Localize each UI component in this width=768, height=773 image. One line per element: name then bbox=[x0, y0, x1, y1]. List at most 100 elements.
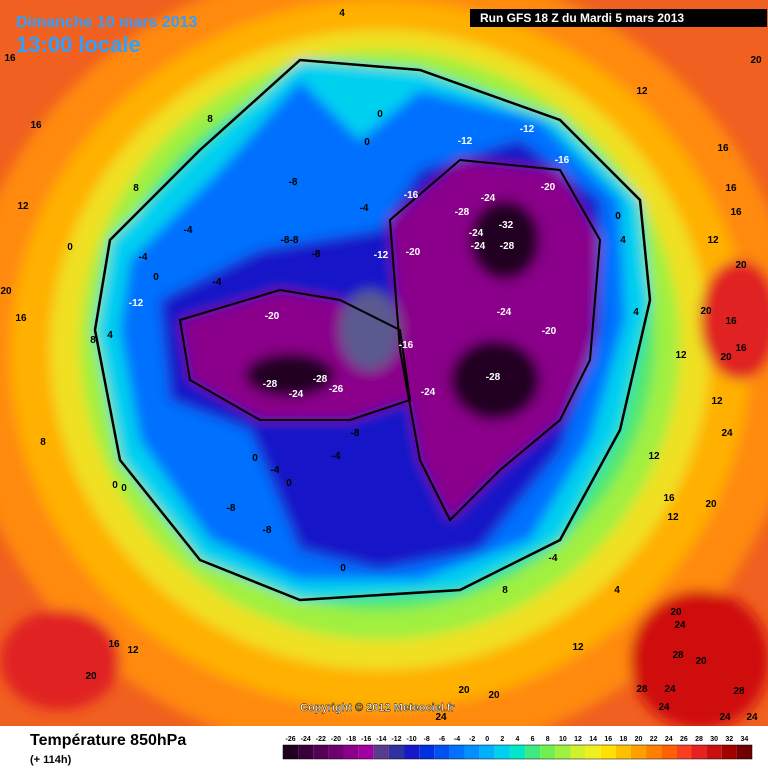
contour-label: 0 bbox=[615, 211, 621, 222]
scale-tick-label: 30 bbox=[710, 736, 718, 743]
contour-label: 0 bbox=[153, 272, 159, 283]
scale-tick-label: 12 bbox=[574, 736, 582, 743]
contour-label: 12 bbox=[636, 86, 648, 97]
contour-label: -8 bbox=[263, 525, 272, 536]
scale-tick-label: 28 bbox=[695, 736, 703, 743]
contour-label: -24 bbox=[421, 387, 436, 398]
scale-tick-label: 16 bbox=[604, 736, 612, 743]
scale-tick-label: 26 bbox=[680, 736, 688, 743]
contour-label: -24 bbox=[289, 389, 304, 400]
contour-label: 12 bbox=[572, 642, 584, 653]
scale-swatch bbox=[600, 745, 616, 759]
contour-label: 4 bbox=[620, 235, 626, 246]
scale-tick-label: 18 bbox=[620, 736, 628, 743]
contour-label: 12 bbox=[648, 451, 660, 462]
map-time: 13:00 locale bbox=[16, 32, 141, 57]
contour-label: -12 bbox=[129, 298, 144, 309]
scale-swatch bbox=[479, 745, 495, 759]
contour-label: -24 bbox=[497, 307, 512, 318]
scale-tick-label: -24 bbox=[301, 736, 311, 743]
contour-label: -26 bbox=[329, 384, 344, 395]
contour-label: -12 bbox=[374, 250, 389, 261]
scale-tick-label: -14 bbox=[376, 736, 386, 743]
scale-tick-label: 10 bbox=[559, 736, 567, 743]
scale-swatch bbox=[646, 745, 662, 759]
scale-swatch bbox=[388, 745, 405, 759]
contour-label: -28 bbox=[263, 379, 278, 390]
contour-label: 0 bbox=[364, 137, 370, 148]
contour-label: -20 bbox=[406, 247, 421, 258]
contour-label: 24 bbox=[746, 712, 758, 723]
scale-swatch bbox=[298, 745, 314, 759]
contour-label: 8 bbox=[207, 114, 213, 125]
scale-swatch bbox=[525, 745, 541, 759]
contour-label: 16 bbox=[725, 183, 737, 194]
contour-label: -4 bbox=[184, 225, 193, 236]
contour-label: 0 bbox=[377, 109, 383, 120]
contour-label: -4 bbox=[271, 465, 280, 476]
contour-label: -24 bbox=[481, 193, 496, 204]
scale-tick-label: 14 bbox=[589, 736, 597, 743]
contour-label: 20 bbox=[705, 499, 717, 510]
contour-label: -4 bbox=[360, 203, 369, 214]
contour-label: 4 bbox=[633, 307, 639, 318]
scale-tick-label: 34 bbox=[741, 736, 749, 743]
contour-label: -4 bbox=[139, 252, 148, 263]
scale-swatch bbox=[328, 745, 344, 759]
contour-label: -8 bbox=[227, 503, 236, 514]
scale-tick-label: -16 bbox=[361, 736, 371, 743]
color-scale: -26 -24 -22 -20 -18 -16 -14 -12 -10 -8 -6 -4 -2 0 2 4 6 8… bbox=[282, 736, 753, 760]
contour-label: 20 bbox=[695, 656, 707, 667]
scale-tick-label: -18 bbox=[346, 736, 356, 743]
contour-label: 20 bbox=[458, 685, 470, 696]
contour-label: 24 bbox=[435, 712, 447, 723]
contour-label: 16 bbox=[30, 120, 42, 131]
scale-swatch bbox=[540, 745, 556, 759]
contour-label: -24 bbox=[471, 241, 486, 252]
contour-label: 12 bbox=[17, 201, 29, 212]
contour-label: 16 bbox=[725, 316, 737, 327]
contour-label: 24 bbox=[721, 428, 733, 439]
contour-label: -20 bbox=[542, 326, 557, 337]
contour-label: -4 bbox=[549, 553, 558, 564]
contour-label: 0 bbox=[286, 478, 292, 489]
scale-swatch bbox=[570, 745, 586, 759]
scale-tick-label: 20 bbox=[635, 736, 643, 743]
contour-label: 12 bbox=[667, 512, 679, 523]
contour-label: 20 bbox=[0, 286, 12, 297]
contour-label: 12 bbox=[127, 645, 139, 656]
scale-swatch bbox=[404, 745, 420, 759]
contour-label: 0 bbox=[121, 483, 127, 494]
contour-label: 8 bbox=[502, 585, 508, 596]
scale-tick-label: -12 bbox=[391, 736, 401, 743]
contour-label: 20 bbox=[670, 607, 682, 618]
contour-label: 16 bbox=[730, 207, 742, 218]
scale-swatch bbox=[434, 745, 450, 759]
scale-swatch bbox=[373, 745, 389, 759]
scale-tick-label: 0 bbox=[485, 736, 489, 743]
copyright: Copyright © 2012 Meteociel.fr bbox=[300, 702, 456, 714]
contour-label: 4 bbox=[339, 8, 345, 19]
scale-tick-label: 2 bbox=[500, 736, 504, 743]
contour-label: -8 bbox=[281, 235, 290, 246]
legend-title: Température 850hPa bbox=[30, 732, 186, 749]
contour-label: -28 bbox=[486, 372, 501, 383]
contour-label: -20 bbox=[265, 311, 280, 322]
run-info: Run GFS 18 Z du Mardi 5 mars 2013 bbox=[480, 11, 684, 25]
map-date: Dimanche 10 mars 2013 bbox=[16, 14, 198, 31]
scale-tick-label: -6 bbox=[439, 736, 445, 743]
contour-label: -8 bbox=[289, 177, 298, 188]
contour-label: -16 bbox=[404, 190, 419, 201]
contour-label: -8 bbox=[312, 249, 321, 260]
scale-swatch bbox=[494, 745, 510, 759]
scale-swatch bbox=[555, 745, 571, 759]
scale-tick-label: -20 bbox=[331, 736, 341, 743]
contour-label: -8 bbox=[351, 428, 360, 439]
scale-swatch bbox=[464, 745, 480, 759]
contour-label: 28 bbox=[672, 650, 684, 661]
contour-label: 12 bbox=[675, 350, 687, 361]
contour-label: -16 bbox=[555, 155, 570, 166]
contour-label: 16 bbox=[663, 493, 675, 504]
scale-tick-label: -22 bbox=[316, 736, 326, 743]
contour-label: 20 bbox=[735, 260, 747, 271]
